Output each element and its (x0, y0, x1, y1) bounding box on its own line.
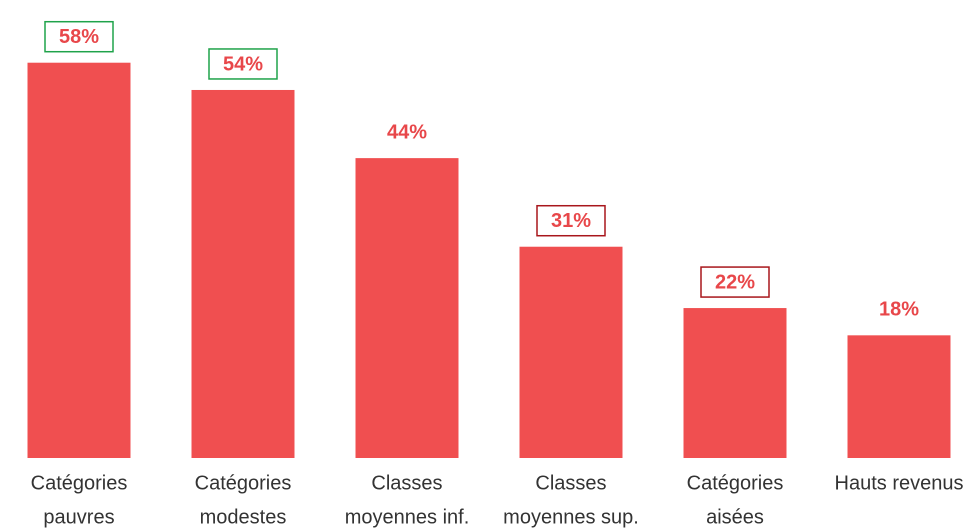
value-label: 22% (715, 271, 755, 293)
label-box (536, 204, 606, 237)
bar (191, 89, 295, 458)
value-label: 58% (59, 26, 99, 48)
label-box (208, 48, 278, 80)
value-label: 54% (223, 53, 263, 75)
x-tick-label: aisées (706, 506, 764, 528)
value-label: 31% (551, 210, 591, 232)
x-tick-label: Classes (371, 472, 442, 494)
x-tick-label: Catégories (31, 472, 128, 494)
x-tick-label: Catégories (195, 472, 292, 494)
value-label: 18% (879, 299, 919, 321)
label-box (44, 20, 114, 53)
bar (847, 335, 951, 458)
x-tick-label: pauvres (43, 506, 114, 528)
value-label: 44% (387, 121, 427, 143)
bar (683, 308, 787, 458)
x-tick-label: Catégories (687, 472, 784, 494)
bar (355, 158, 459, 458)
x-tick-label: Hauts revenus (835, 472, 964, 494)
bar (519, 246, 623, 458)
x-tick-label: Classes (535, 472, 606, 494)
label-box (700, 266, 770, 298)
bar (27, 62, 131, 458)
x-tick-label: moyennes inf. (345, 506, 470, 528)
x-tick-label: modestes (200, 506, 287, 528)
x-tick-label: moyennes sup. (503, 506, 639, 528)
